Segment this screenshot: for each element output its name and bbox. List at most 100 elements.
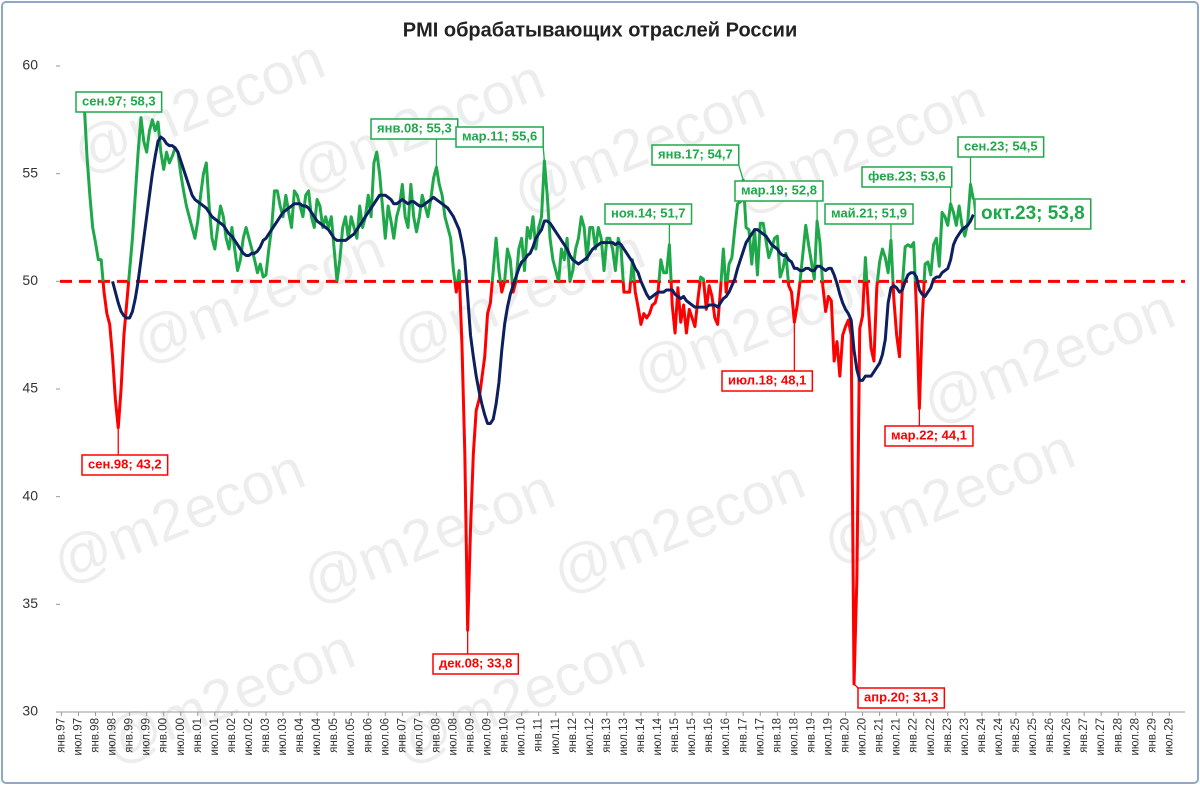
annotation-label: янв.08; 55,3 [377, 120, 452, 135]
y-tick-label: 45 [22, 380, 38, 396]
y-tick-label: 55 [22, 164, 38, 180]
annotation: дек.08; 33,8 [432, 630, 520, 675]
x-tick-label: янв.25 [1010, 718, 1022, 753]
x-tick-label: янв.14 [635, 717, 647, 752]
annotation: мар.11; 55,6 [455, 126, 546, 161]
x-tick-label: июл.05 [345, 718, 357, 756]
x-tick-label: июл.11 [550, 718, 562, 755]
x-tick-label: янв.99 [124, 718, 136, 753]
x-tick-label: июл.97 [72, 718, 84, 756]
x-tick-label: июл.04 [311, 717, 323, 755]
x-tick-label: июл.27 [1095, 718, 1107, 756]
x-tick-label: янв.22 [908, 718, 920, 753]
x-tick-label: июл.03 [277, 718, 289, 756]
annotation-label: сен.97; 58,3 [82, 93, 156, 108]
x-tick-label: янв.02 [226, 718, 238, 753]
annotation-label: дек.08; 33,8 [439, 655, 512, 670]
x-tick-label: июл.19 [822, 718, 834, 756]
x-tick-label: янв.08 [430, 718, 442, 753]
x-tick-label: июл.26 [1061, 718, 1073, 756]
annotation: фев.23; 53,6 [861, 166, 953, 204]
annotation-connector [738, 164, 744, 181]
annotation-box [861, 166, 953, 188]
annotation-box [857, 687, 946, 709]
annotation-box [957, 136, 1045, 158]
x-tick-label: янв.13 [601, 718, 613, 753]
annotation-box [721, 370, 814, 392]
annotation: янв.17; 54,7 [651, 144, 744, 181]
annotation-label: фев.23; 53,6 [868, 168, 946, 183]
x-tick-label: янв.29 [1146, 718, 1158, 753]
x-tick-label: июл.07 [413, 718, 425, 756]
x-tick-label: янв.03 [260, 718, 272, 753]
annotation: мар.19; 52,8 [734, 180, 824, 222]
x-tick-label: янв.07 [396, 718, 408, 753]
x-tick-label: янв.98 [90, 718, 102, 753]
x-tick-label: июл.22 [925, 718, 937, 756]
x-tick-label: июл.99 [141, 718, 153, 756]
annotation-box [734, 180, 824, 202]
x-tick-label: июл.98 [107, 718, 119, 756]
annotation: ноя.14; 51,7 [604, 203, 693, 245]
annotation: июл.18; 48,1 [721, 322, 814, 392]
x-tick-label: июл.16 [720, 718, 732, 756]
annotation-label: сен.98; 43,2 [88, 456, 162, 471]
annotation-box [651, 144, 740, 166]
x-tick-label: янв.12 [567, 718, 579, 753]
annotation: мар.22; 44,1 [884, 408, 974, 447]
x-tick-label: янв.97 [55, 718, 67, 753]
x-tick-label: янв.27 [1078, 718, 1090, 753]
x-tick-label: янв.26 [1044, 718, 1056, 753]
x-tick-label: июл.01 [209, 718, 221, 756]
y-tick-label: 30 [22, 703, 38, 719]
x-tick-label: янв.21 [874, 718, 886, 753]
y-tick-label: 35 [22, 595, 38, 611]
x-tick-label: янв.16 [703, 718, 715, 753]
x-tick-label: янв.10 [499, 718, 511, 753]
annotation-label: мар.11; 55,6 [462, 128, 537, 143]
annotation: сен.23; 54,5 [957, 136, 1045, 185]
annotation-label: мар.22; 44,1 [891, 427, 967, 442]
annotation: окт.23; 53,8 [972, 198, 1092, 230]
series-line [82, 102, 975, 686]
x-tick-label: июл.14 [652, 717, 664, 755]
x-tick-label: июл.29 [1163, 718, 1175, 756]
annotation-label: янв.17; 54,7 [658, 146, 733, 161]
annotation: сен.98; 43,2 [81, 427, 169, 476]
x-tick-label: янв.15 [669, 718, 681, 753]
x-tick-label: янв.00 [158, 718, 170, 753]
annotation-box [824, 203, 914, 225]
annotation-label: май.21; 51,9 [831, 205, 907, 220]
annotation-label: мар.19; 52,8 [741, 182, 817, 197]
x-tick-label: июл.00 [175, 718, 187, 756]
x-tick-label: янв.06 [362, 718, 374, 753]
annotation-box [974, 198, 1092, 230]
annotation: сен.97; 58,3 [75, 91, 163, 113]
x-tick-label: янв.23 [942, 718, 954, 753]
x-tick-label: июл.28 [1129, 718, 1141, 756]
x-tick-label: янв.18 [771, 718, 783, 753]
x-tick-label: янв.11 [533, 718, 545, 752]
annotation-label: ноя.14; 51,7 [611, 205, 686, 220]
x-tick-label: июл.12 [584, 718, 596, 756]
x-tick-label: июл.08 [447, 718, 459, 756]
y-tick-label: 50 [22, 272, 38, 288]
x-tick-label: янв.20 [840, 718, 852, 753]
annotation-label: июл.18; 48,1 [728, 372, 806, 387]
annotation-box [604, 203, 693, 225]
x-tick-label: июл.10 [516, 718, 528, 756]
x-tick-label: янв.24 [976, 717, 988, 752]
annotation-box [455, 126, 544, 148]
y-tick-label: 60 [22, 57, 38, 73]
chart-title: PMI обрабатывающих отраслей России [403, 19, 797, 41]
annotation: апр.20; 31,3 [853, 683, 946, 709]
annotation-box [81, 454, 169, 476]
annotation: май.21; 51,9 [824, 203, 914, 241]
x-tick-label: янв.19 [805, 718, 817, 753]
x-tick-label: июл.18 [788, 718, 800, 756]
x-tick-label: июл.21 [891, 718, 903, 756]
x-tick-label: июл.09 [482, 718, 494, 756]
y-tick-label: 40 [22, 487, 38, 503]
